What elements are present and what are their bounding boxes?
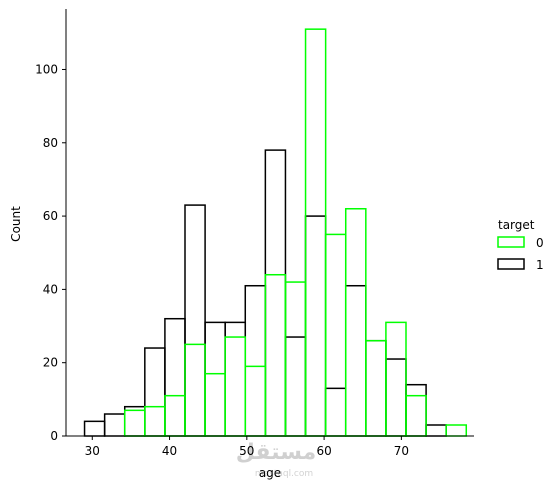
- bar-series-0-bin-12: [324, 233, 347, 437]
- bar-series-0-bin-2: [123, 409, 146, 437]
- bar-series-0-bin-10: [284, 281, 307, 437]
- x-tick-label: 60: [316, 444, 331, 458]
- bar-series-0-bin-14: [365, 339, 387, 437]
- bar-series-0-bin-7: [224, 336, 247, 437]
- bar-series-1-bin-12: [324, 387, 347, 437]
- legend-label-0: 0: [536, 236, 544, 250]
- bar-series-1-bin-7: [224, 321, 247, 437]
- y-tick-label: 60: [43, 209, 58, 223]
- bar-series-1-bin-10: [284, 336, 307, 437]
- x-tick-label: 50: [239, 444, 254, 458]
- legend-label-1: 1: [536, 258, 544, 272]
- bar-series-0-bin-15: [385, 321, 407, 437]
- y-tick-label: 20: [43, 356, 58, 370]
- bar-series-0-bin-11: [304, 28, 327, 437]
- x-ticks: 30 40 50 60 70: [85, 436, 409, 458]
- bar-series-1-bin-8: [244, 284, 267, 437]
- watermark-main: مستقل: [236, 440, 316, 465]
- bar-series-1-bin-15: [385, 358, 407, 437]
- bar-series-0-bin-5: [184, 343, 206, 437]
- bar-series-0-bin-16: [405, 394, 427, 437]
- series-0-bars: [123, 28, 468, 437]
- legend-title: target: [498, 218, 535, 232]
- watermark: مستقل mostaql.com: [236, 440, 316, 479]
- bar-series-0-bin-13: [344, 208, 367, 437]
- legend-swatch-0: [497, 236, 525, 248]
- bar-series-1-bin-3: [144, 347, 166, 437]
- bar-series-1-bin-1: [103, 413, 126, 437]
- bar-series-0-bin-3: [144, 405, 166, 437]
- x-tick-label: 30: [85, 444, 100, 458]
- watermark-sub: mostaql.com: [255, 469, 313, 479]
- bar-series-0-bin-9: [264, 273, 287, 437]
- bar-series-1-bin-14: [365, 339, 387, 437]
- bar-series-1-bin-9: [264, 149, 287, 437]
- bar-series-1-bin-0: [83, 420, 106, 437]
- legend: target 0 1: [497, 218, 544, 272]
- bar-series-1-bin-11: [304, 215, 327, 437]
- y-ticks: 0 20 40 60 80 100: [35, 62, 66, 443]
- x-axis-label: age: [259, 466, 281, 480]
- bar-series-1-bin-13: [344, 284, 367, 437]
- bar-series-0-bin-8: [244, 365, 267, 437]
- bar-series-1-bin-16: [405, 383, 427, 437]
- y-tick-label: 40: [43, 282, 58, 296]
- y-tick-label: 80: [43, 136, 58, 150]
- bar-series-1-bin-5: [184, 204, 206, 437]
- bar-series-0-bin-4: [164, 394, 186, 437]
- bar-series-1-bin-4: [164, 317, 186, 437]
- y-tick-label: 0: [50, 429, 58, 443]
- x-tick-label: 70: [394, 444, 409, 458]
- bar-series-0-bin-6: [204, 372, 226, 437]
- legend-swatch-1: [497, 258, 525, 270]
- bar-series-0-bin-18: [445, 424, 468, 437]
- y-axis-label: Count: [9, 206, 23, 242]
- bar-series-1-bin-6: [204, 321, 226, 437]
- y-tick-label: 100: [35, 62, 58, 76]
- x-tick-label: 40: [162, 444, 177, 458]
- bar-series-1-bin-17: [425, 424, 447, 437]
